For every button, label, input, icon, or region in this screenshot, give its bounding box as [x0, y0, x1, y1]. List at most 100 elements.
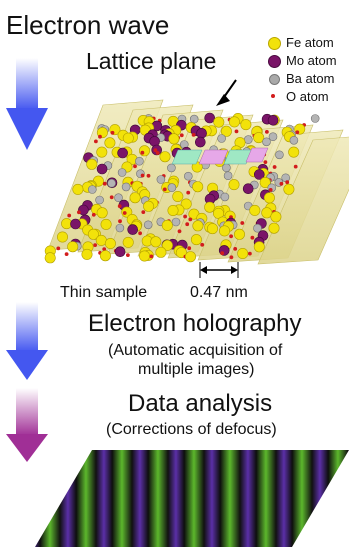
- o-atom: [234, 129, 239, 134]
- o-atom: [250, 235, 255, 240]
- o-atom: [186, 190, 191, 195]
- fe-atom: [220, 125, 232, 137]
- fe-atom: [104, 137, 116, 149]
- o-atom: [56, 246, 61, 251]
- ba-atom: [143, 220, 153, 230]
- mo-atom: [70, 218, 81, 230]
- fe-atom: [283, 183, 295, 195]
- o-atom: [177, 229, 182, 234]
- thin-sample-label: Thin sample: [60, 284, 148, 301]
- o-atom: [229, 255, 234, 260]
- o-atom: [67, 213, 72, 218]
- fe-atom: [139, 250, 151, 262]
- o-atom: [153, 148, 158, 153]
- ba-atom: [121, 182, 131, 192]
- ba-atom: [115, 223, 125, 233]
- fe-atom: [159, 151, 171, 163]
- ba-atom: [114, 193, 123, 202]
- ba-atom: [262, 137, 271, 147]
- fe-atom: [234, 228, 246, 240]
- o-atom: [263, 160, 268, 165]
- fe-atom: [161, 239, 173, 251]
- o-atom: [240, 221, 245, 225]
- ba-atom: [220, 192, 230, 202]
- ba-atom: [167, 163, 176, 173]
- o-atom: [247, 251, 252, 256]
- step2-arrow: [6, 388, 48, 462]
- o-atom: [272, 165, 277, 169]
- o-atom: [118, 219, 122, 224]
- o-atom: [233, 246, 238, 251]
- spacing-label: 0.47 nm: [190, 284, 248, 301]
- ba-atom: [189, 114, 199, 124]
- ba-atom: [275, 150, 284, 160]
- ba-atom-swatch: [269, 74, 280, 85]
- fe-atom: [207, 223, 219, 235]
- fe-atom: [192, 181, 204, 193]
- fe-atom: [96, 146, 108, 158]
- fe-atom: [270, 211, 282, 223]
- fe-atom: [122, 132, 134, 144]
- fe-atom: [228, 179, 240, 191]
- o-atom: [94, 139, 98, 144]
- o-atom: [285, 180, 290, 185]
- o-atom: [188, 217, 193, 222]
- fe-atom: [240, 119, 252, 131]
- o-atom: [117, 204, 122, 209]
- electron-wave-title: Electron wave: [6, 10, 170, 40]
- step1-subtitle-line1: (Automatic acquisition of: [108, 342, 283, 359]
- o-atom: [133, 164, 137, 169]
- spacing-arrow: [199, 262, 239, 278]
- mo-atom: [117, 147, 128, 159]
- ba-atom: [184, 171, 193, 181]
- o-atom: [102, 181, 107, 186]
- o-atom: [179, 133, 184, 138]
- legend-label: Mo atom: [286, 53, 337, 68]
- fe-atom: [172, 191, 184, 203]
- fe-atom: [249, 204, 261, 216]
- o-atom: [109, 195, 114, 200]
- o-atom: [141, 210, 146, 215]
- highlighted-lattice-plane: [171, 147, 269, 165]
- ba-atom: [268, 132, 278, 141]
- o-atom: [191, 132, 196, 137]
- fe-atom: [168, 133, 180, 145]
- o-atom: [200, 242, 205, 247]
- mo-atom: [242, 183, 254, 194]
- fe-atom: [104, 238, 116, 250]
- o-atom: [229, 234, 234, 239]
- fe-atom: [192, 220, 204, 232]
- ba-atom: [95, 195, 104, 205]
- o-atom: [149, 254, 154, 259]
- ba-atom: [281, 173, 291, 183]
- o-atom: [77, 210, 81, 215]
- ba-atom: [156, 175, 166, 184]
- o-atom: [122, 211, 127, 215]
- mo-atom: [204, 112, 215, 124]
- fe-atom: [100, 218, 112, 230]
- ba-atom: [222, 163, 231, 172]
- fe-atom: [44, 252, 56, 264]
- fe-atom: [175, 247, 187, 259]
- mo-atom: [96, 163, 108, 175]
- o-atom: [138, 231, 143, 236]
- o-atom: [295, 130, 300, 135]
- legend-label: Ba atom: [286, 71, 335, 86]
- o-atom: [220, 251, 225, 256]
- ba-atom: [244, 135, 253, 144]
- fe-atom: [87, 228, 99, 240]
- step2-title: Data analysis: [128, 390, 273, 417]
- fe-atom: [122, 236, 134, 248]
- o-atom-swatch: [271, 94, 275, 98]
- fe-atom: [180, 198, 192, 210]
- o-atom: [93, 243, 98, 248]
- fe-atom: [237, 248, 249, 260]
- mo-atom: [196, 128, 207, 139]
- o-atom: [268, 187, 273, 192]
- ba-atom: [217, 134, 226, 143]
- fe-atom: [288, 146, 300, 158]
- fe-atom: [161, 219, 173, 231]
- fe-atom: [190, 234, 202, 246]
- fe-atom: [253, 241, 265, 253]
